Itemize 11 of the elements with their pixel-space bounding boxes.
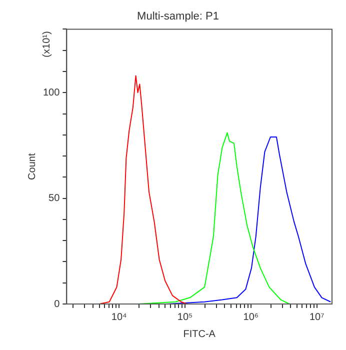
x-tick-label: 10⁴ xyxy=(111,312,127,323)
x-tick-label: 10⁵ xyxy=(177,312,193,323)
y-tick-label: 0 xyxy=(54,298,60,310)
x-tick-label: 10⁶ xyxy=(243,312,259,323)
x-tick-label: 10⁷ xyxy=(309,312,325,323)
y-tick-label: 100 xyxy=(42,87,60,98)
chart-title: Multi-sample: P1 xyxy=(137,10,219,23)
y-tick-label: 50 xyxy=(48,193,60,204)
y-axis-title: Count xyxy=(26,153,38,180)
x-axis-title: FITC-A xyxy=(183,328,216,340)
text: (x10¹) xyxy=(41,31,52,58)
